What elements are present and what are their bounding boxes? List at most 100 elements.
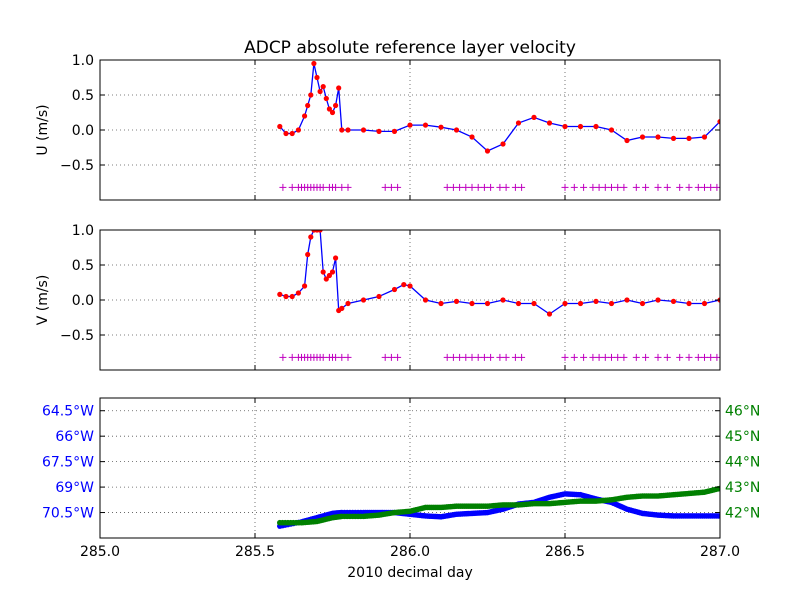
u-flag-marker	[701, 183, 708, 191]
v-flag-marker	[387, 353, 395, 361]
u-flag-marker	[496, 183, 504, 191]
u-data-point	[295, 127, 301, 133]
u-flag-marker	[468, 183, 476, 191]
u-flag-marker	[614, 183, 622, 191]
v-data-point	[608, 300, 615, 307]
v-flag-marker	[707, 353, 715, 361]
v-data-point	[469, 300, 475, 307]
v-flag-marker	[701, 353, 708, 361]
y-tick-label: 0.5	[72, 88, 94, 104]
u-data-point	[639, 134, 646, 140]
u-flag-marker	[381, 183, 389, 191]
lon-tick-label: 66°W	[55, 429, 94, 445]
v-ylabel: V (m/s)	[35, 275, 51, 326]
u-data-point	[391, 128, 398, 134]
u-flag-marker	[663, 183, 671, 191]
y-tick-label: −0.5	[60, 158, 94, 174]
u-flag-marker	[502, 183, 510, 191]
chart-title: ADCP absolute reference layer velocity	[244, 38, 576, 58]
v-flag-marker	[480, 353, 488, 361]
v-data-point	[546, 311, 553, 317]
v-data-point	[317, 230, 323, 233]
u-data-point	[277, 123, 283, 130]
v-flag-marker	[676, 353, 684, 361]
u-flag-marker	[570, 183, 578, 191]
v-flag-marker	[620, 353, 628, 361]
u-data-point	[453, 127, 460, 133]
v-data-point	[500, 297, 506, 303]
u-ticks: 1.0 0.5 0.0 −0.5	[60, 53, 721, 200]
lon-track-point	[717, 513, 720, 519]
u-flag-marker	[713, 183, 720, 191]
u-data-point	[407, 122, 413, 128]
u-data-point	[670, 135, 677, 141]
position-plot-area	[277, 485, 720, 529]
v-data-point	[360, 297, 367, 303]
y-tick-label: −0.5	[60, 328, 94, 344]
u-plot-area	[277, 60, 720, 191]
u-flag-marker	[707, 183, 715, 191]
v-grid	[100, 230, 720, 370]
u-data-point	[345, 127, 351, 133]
u-flag-marker	[462, 183, 470, 191]
u-data-point	[311, 60, 317, 67]
u-data-point	[577, 123, 584, 130]
v-ticks: 1.0 0.5 0.0 −0.5	[60, 223, 721, 370]
u-data-point	[608, 127, 615, 133]
v-data-point	[289, 293, 295, 300]
v-data-point	[484, 300, 491, 307]
v-data-point	[333, 255, 339, 261]
u-flag-marker	[561, 183, 569, 191]
v-flag-marker	[589, 353, 597, 361]
u-flag-marker	[694, 183, 702, 191]
v-data-point	[308, 234, 314, 240]
v-flag-marker	[518, 353, 526, 361]
v-flag-marker	[338, 353, 346, 361]
v-data-point	[515, 300, 522, 307]
u-flag-marker	[632, 183, 640, 191]
x-tick-label: 286.5	[545, 544, 585, 560]
u-panel: 1.0 0.5 0.0 −0.5 U (m/s)	[35, 53, 721, 201]
v-flag-marker	[685, 353, 693, 361]
u-flag-marker	[685, 183, 693, 191]
v-flag-marker	[595, 353, 603, 361]
v-flag-marker	[614, 353, 622, 361]
x-tick-label: 285.0	[80, 544, 120, 560]
u-data-point	[308, 92, 314, 98]
lon-tick-label: 69°W	[55, 480, 94, 496]
v-flag-marker	[601, 353, 609, 361]
v-data-point	[323, 276, 329, 282]
v-flag-marker	[642, 353, 650, 361]
u-data-point	[593, 123, 599, 130]
v-flag-marker	[381, 353, 389, 361]
u-flag-marker	[332, 183, 340, 191]
v-flag-marker	[288, 353, 296, 361]
v-flag-marker	[462, 353, 470, 361]
u-flag-marker	[338, 183, 346, 191]
u-data-point	[717, 119, 720, 125]
y-tick-label: 1.0	[72, 223, 94, 239]
u-flag-marker	[601, 183, 609, 191]
v-data-point	[295, 290, 301, 296]
lon-tick-label: 67.5°W	[42, 455, 94, 471]
u-flag-marker	[608, 183, 615, 191]
u-data-point	[531, 114, 537, 120]
u-data-point	[323, 95, 329, 102]
v-data-point	[376, 293, 382, 300]
v-flag-marker	[332, 353, 340, 361]
lon-tick-label: 70.5°W	[42, 506, 94, 522]
u-data-point	[333, 102, 339, 109]
u-flag-marker	[443, 183, 451, 191]
u-flag-marker	[319, 183, 327, 191]
v-flag-marker	[511, 353, 519, 361]
v-flag-marker	[663, 353, 671, 361]
v-data-point	[686, 300, 692, 307]
u-data-point	[438, 124, 444, 130]
u-data-point	[546, 120, 553, 126]
u-grid	[100, 60, 720, 200]
u-data-point	[701, 134, 708, 140]
v-data-point	[438, 300, 444, 307]
u-flag-marker	[676, 183, 684, 191]
v-flag-marker	[694, 353, 702, 361]
v-line-series	[279, 230, 720, 315]
